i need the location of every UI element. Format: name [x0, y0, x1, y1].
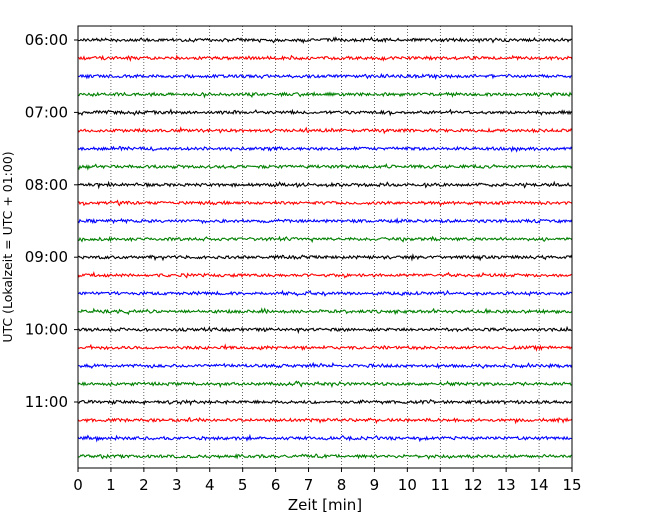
trace-line — [77, 270, 573, 279]
x-tick-label: 5 — [238, 476, 248, 494]
trace-line — [77, 91, 573, 99]
trace-line — [77, 217, 573, 225]
y-tick-label: 10:00 — [25, 321, 68, 339]
trace-line — [77, 235, 573, 244]
trace-line — [77, 126, 573, 135]
trace-line — [77, 180, 573, 190]
trace-line — [77, 416, 573, 425]
y-axis-label: UTC (Lokalzeit = UTC + 01:00) — [0, 151, 15, 342]
y-tick-label: 06:00 — [25, 31, 68, 49]
x-axis-ticks: 0 1 2 3 4 5 6 7 8 9 10 11 12 13 14 15 — [73, 468, 582, 494]
trace-line — [77, 380, 573, 389]
trace-line — [77, 145, 573, 153]
trace-line — [77, 54, 573, 63]
trace-line — [77, 361, 573, 370]
trace-line — [77, 289, 573, 297]
y-tick-label: 07:00 — [25, 103, 68, 121]
x-tick-label: 15 — [562, 476, 581, 494]
trace-line — [77, 199, 573, 207]
trace-line — [77, 325, 573, 335]
x-tick-label: 13 — [497, 476, 516, 494]
x-tick-label: 8 — [337, 476, 347, 494]
x-axis-label: Zeit [min] — [288, 496, 362, 514]
trace-line — [77, 433, 573, 443]
trace-line — [77, 307, 573, 316]
trace-line — [77, 36, 573, 44]
trace-line — [77, 108, 573, 117]
x-tick-label: 1 — [106, 476, 116, 494]
x-tick-label: 9 — [370, 476, 380, 494]
x-tick-label: 3 — [172, 476, 182, 494]
x-tick-label: 11 — [431, 476, 450, 494]
trace-line — [77, 163, 573, 171]
x-tick-label: 2 — [139, 476, 149, 494]
x-tick-label: 4 — [205, 476, 215, 494]
trace-line — [77, 343, 573, 352]
trace-line — [77, 453, 573, 460]
x-tick-label: 14 — [530, 476, 549, 494]
y-tick-label: 08:00 — [25, 176, 68, 194]
trace-line — [77, 72, 573, 81]
trace-line — [77, 253, 573, 262]
y-axis-ticks: 06:00 07:00 08:00 09:00 10:00 11:00 — [25, 31, 78, 411]
seismogram-traces — [77, 36, 573, 460]
x-tick-label: 0 — [73, 476, 83, 494]
y-tick-label: 09:00 — [25, 248, 68, 266]
plot-frame — [77, 25, 573, 469]
x-tick-label: 6 — [271, 476, 281, 494]
y-tick-label: 11:00 — [25, 393, 68, 411]
x-tick-label: 12 — [464, 476, 483, 494]
x-tick-label: 10 — [398, 476, 417, 494]
trace-line — [77, 398, 573, 407]
x-tick-label: 7 — [304, 476, 314, 494]
